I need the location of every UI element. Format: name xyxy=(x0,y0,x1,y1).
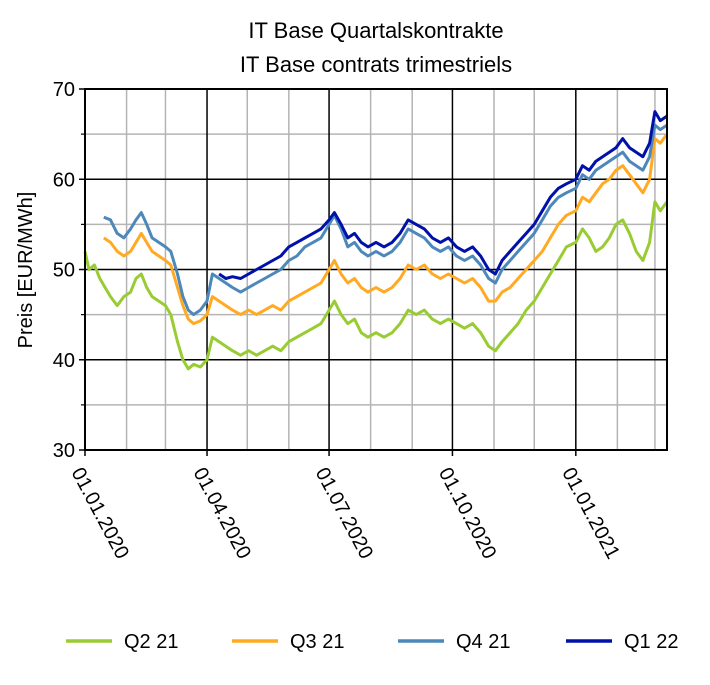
x-tick-label: 01.04.2020 xyxy=(189,464,255,563)
y-tick-label: 60 xyxy=(53,169,75,191)
legend-label-1: Q2 21 xyxy=(124,631,178,653)
legend: Q2 21 Q3 21 Q4 21 Q1 22 xyxy=(66,631,678,653)
y-axis-label: Preis [EUR/MWh] xyxy=(15,192,37,349)
series-line-q4-21 xyxy=(103,123,668,317)
x-tick-label: 01.10.2020 xyxy=(434,464,500,563)
legend-label-4: Q1 22 xyxy=(624,631,678,653)
legend-label-3: Q4 21 xyxy=(456,631,510,653)
y-tick-label: 50 xyxy=(53,260,75,282)
series-line-q3-21 xyxy=(102,133,669,326)
chart-title: IT Base Quartalskontrakte xyxy=(248,18,503,43)
axes: 30 40 50 60 70 01.01.2020 01.04.2020 01.07.2020… xyxy=(53,79,668,563)
y-tick-label: 40 xyxy=(53,350,75,372)
plot-area xyxy=(83,110,669,371)
series-line-q1-22 xyxy=(218,110,668,280)
grid xyxy=(85,89,667,450)
y-tick-label: 30 xyxy=(53,440,75,462)
chart-subtitle: IT Base contrats trimestriels xyxy=(240,52,512,77)
series-line-q2-21 xyxy=(83,200,669,371)
x-tick-label: 01.07.2020 xyxy=(311,464,377,563)
x-tick-label: 01.01.2020 xyxy=(67,464,133,563)
y-tick-label: 70 xyxy=(53,79,75,101)
legend-label-2: Q3 21 xyxy=(290,631,344,653)
x-tick-label: 01.01.2021 xyxy=(557,464,623,563)
